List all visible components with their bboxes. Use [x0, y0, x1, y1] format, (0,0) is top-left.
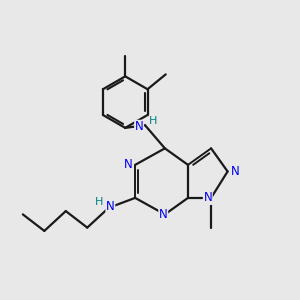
Text: N: N — [203, 191, 212, 204]
Text: H: H — [95, 197, 104, 207]
Text: N: N — [106, 200, 115, 213]
Text: H: H — [149, 116, 158, 126]
Text: N: N — [135, 120, 143, 134]
Text: N: N — [230, 165, 239, 178]
Text: N: N — [106, 200, 115, 213]
Text: N: N — [159, 208, 168, 221]
Text: N: N — [230, 165, 239, 178]
Text: N: N — [124, 158, 133, 171]
Text: H: H — [149, 116, 158, 126]
Text: N: N — [124, 158, 133, 171]
Text: N: N — [203, 191, 212, 204]
Text: N: N — [135, 120, 143, 134]
Text: H: H — [95, 197, 104, 207]
Text: N: N — [159, 208, 168, 221]
